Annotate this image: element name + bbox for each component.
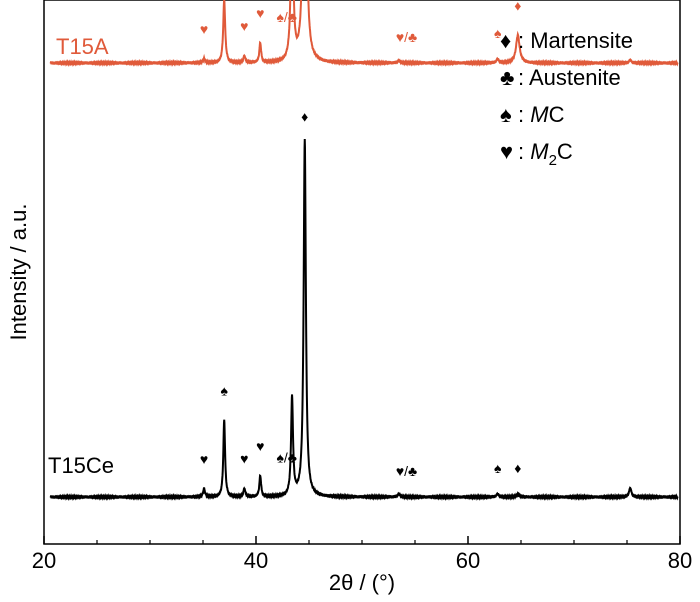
peak-annotation: ♦: [301, 109, 308, 125]
peak-annotation: ♥: [256, 438, 264, 454]
legend-label: : Martensite: [518, 28, 633, 53]
x-tick-label: 80: [668, 548, 692, 573]
peak-annotation: ♦: [514, 0, 521, 13]
peak-annotation: ♠: [220, 382, 228, 398]
peak-annotation: ♠: [494, 460, 502, 476]
legend-symbol: ♦: [500, 28, 511, 53]
peak-annotation: ♥: [240, 451, 248, 467]
peak-annotation: ♥/♣: [396, 463, 417, 479]
x-tick-label: 20: [32, 548, 56, 573]
series-line-t15ce: [49, 138, 679, 501]
series-label-t15a: T15A: [56, 34, 109, 59]
x-tick-label: 40: [244, 548, 268, 573]
peak-annotation: ♥: [256, 5, 264, 21]
legend-symbol: ♠: [500, 102, 512, 127]
peak-annotation: ♥: [240, 18, 248, 34]
x-axis-title: 2θ / (°): [329, 570, 395, 595]
legend-symbol: ♥: [500, 139, 513, 164]
series-layer: T15A T15Ce: [48, 0, 679, 501]
peak-annotation: ♠/♣: [276, 449, 297, 465]
legend-label: : MC: [518, 102, 565, 127]
peak-annotation: ♥: [200, 451, 208, 467]
peak-annotation: ♠/♣: [276, 9, 297, 25]
legend-symbol: ♣: [500, 65, 514, 90]
legend: ♦ : Martensite♣: Austenite♠: MC♥: M2C: [500, 28, 633, 169]
series-line-t15a: [49, 0, 679, 67]
peak-annotations: ♥♠♥♥♠/♣♦♥/♣♠♦♥♠♥♥♠/♣♦♥/♣♠♦: [200, 0, 521, 479]
legend-label: : Austenite: [518, 65, 621, 90]
y-axis-title: Intensity / a.u.: [6, 204, 31, 341]
peak-annotation: ♦: [514, 460, 521, 476]
x-axis-ticks: 20 40 60 80: [32, 536, 692, 573]
x-tick-label: 60: [456, 548, 480, 573]
peak-annotation: ♠: [494, 25, 502, 41]
series-label-t15ce: T15Ce: [48, 453, 114, 478]
peak-annotation: ♥: [200, 21, 208, 37]
peak-annotation: ♥/♣: [396, 29, 417, 45]
legend-label: : M2C: [518, 139, 573, 169]
